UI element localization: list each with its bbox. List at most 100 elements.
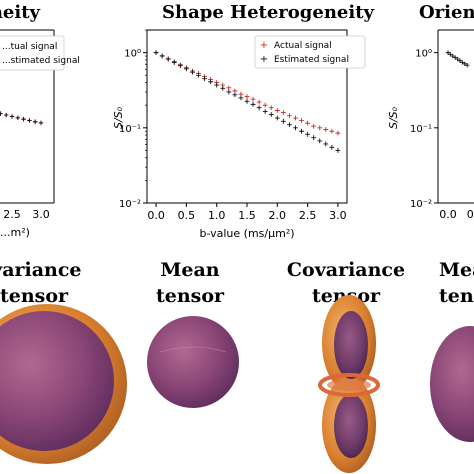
actual-signal-point [311,123,317,129]
actual-signal-point [299,118,304,123]
estimated-signal-point [268,112,274,117]
estimated-signal-point [238,95,244,101]
peanut-ring-inner [327,379,371,391]
y-tick-label: 10⁻² [119,199,141,210]
estimated-signal-point [177,63,183,69]
estimated-signal-point [317,138,323,144]
right-estimated-point [455,56,460,62]
estimated-signal-point [335,148,341,153]
chart-right-xtick: 0. [467,208,474,221]
chart-right-xtick: 0.0 [439,208,457,221]
actual-signal-point [287,113,292,119]
right-estimated-point [448,52,453,57]
estimated-signal-point [208,79,214,85]
tensor-label-2-line1: Mean [160,259,219,281]
left-estimated-point [21,117,26,122]
peanut-bottom-lobe-purple [334,394,368,458]
legend-label-estimated: Estimated signal [274,55,349,65]
right-estimated-point [462,61,467,67]
estimated-signal-point [250,101,256,107]
left-estimated-point [0,111,3,116]
estimated-signal-point [226,89,232,95]
x-tick-label: 1.5 [238,209,256,222]
estimated-signal-point [171,60,177,65]
estimated-signal-point [220,85,226,91]
left-estimated-point [9,114,15,119]
estimated-signal-point [293,125,298,131]
tensor-label-2-line2: tensor [156,285,225,307]
estimated-signal-point [196,72,201,78]
legend-marker-estimated: + [260,54,268,65]
actual-signal-point [268,105,274,111]
right-estimated-point [453,55,458,60]
estimated-signal-point [165,56,171,62]
chart-right-ylabel: S/S₀ [387,106,400,129]
actual-signal-point [329,128,335,134]
chart-left-legend-actual: ...tual signal [2,42,57,52]
tensor-glyph-covariance-peanut [318,295,380,473]
chart-left-legend-estimated: ...stimated signal [2,56,80,66]
left-estimated-point [27,118,32,123]
chart-right-points [445,50,470,68]
y-axis-label: S/S₀ [112,106,125,129]
estimated-signal-point [232,92,238,98]
estimated-signal-point [244,98,250,104]
actual-signal-point [323,127,329,132]
estimated-signal-point [262,109,268,114]
right-estimated-point [465,63,470,68]
actual-signal-point [335,130,341,136]
estimated-signal-point [280,118,286,124]
actual-signal-point [280,110,286,115]
left-estimated-point [4,112,9,118]
legend-box [254,35,366,69]
estimated-signal-point [299,128,304,134]
right-y-tick-label: 10⁰ [415,49,432,60]
estimated-signal-point [159,53,165,59]
tensor-label-3-line1: Covariance [287,259,405,281]
estimated-signal-point [274,115,280,121]
chart-left-xlabel: ...m²) [0,226,30,239]
estimated-signal-point [329,144,335,150]
x-tick-label: 2.5 [299,209,317,222]
actual-signal-point [256,99,262,105]
left-estimated-point [38,120,44,126]
chart-shape-heterogeneity: Shape Heterogeneity 0.0 0.5 1.0 1.5 2.0 2.5 3.… [112,2,375,240]
right-y-tick-label: 10⁻¹ [410,124,432,135]
series-points [153,50,341,153]
y-tick-label: 10⁰ [124,49,141,60]
estimated-signal-point [190,69,195,75]
axis-ticks: 0.0 0.5 1.0 1.5 2.0 2.5 3.0 10⁰ 10⁻¹ 10⁻² [119,29,347,222]
tensor-glyph-mean-right [430,326,474,442]
estimated-signal-point [305,131,311,137]
tensor-label-4-line2: tens [439,285,474,307]
x-tick-label: 1.0 [208,209,226,222]
chart-right-ticks: 10⁰ 10⁻¹ 10⁻² [410,49,438,210]
chart-right-title: Orien... [419,2,474,23]
chart-left-xtick: 2.5 [3,208,21,221]
estimated-signal-point [256,105,262,111]
right-estimated-point [460,60,465,65]
right-estimated-point [445,50,451,55]
estimated-signal-point [202,76,207,82]
actual-signal-point [250,96,256,102]
chart-left: ...geneity ...tual signal ...stimated si… [0,2,80,239]
mean-sphere [147,316,239,408]
mean-sphere-highlight [159,346,227,353]
chart-left-legend-box [0,35,65,71]
peanut-top-lobe-purple [334,311,368,379]
chart-left-points [0,111,44,126]
tensor-labels: ovariance tensor Mean tensor Covariance … [0,259,474,307]
estimated-signal-point [183,66,189,72]
right-estimated-point [457,58,463,63]
actual-signal-point [305,120,311,126]
chart-left-legend: ...tual signal ...stimated signal [0,35,80,71]
left-estimated-point [33,119,38,125]
legend: + Actual signal + Estimated signal [254,35,366,69]
tensor-glyph-mean [147,316,239,408]
actual-signal-point [262,102,268,108]
left-estimated-point [15,115,20,120]
actual-signal-point [293,115,298,121]
tensor-label-4-line1: Mea [439,259,474,281]
actual-signal-point [244,94,250,100]
